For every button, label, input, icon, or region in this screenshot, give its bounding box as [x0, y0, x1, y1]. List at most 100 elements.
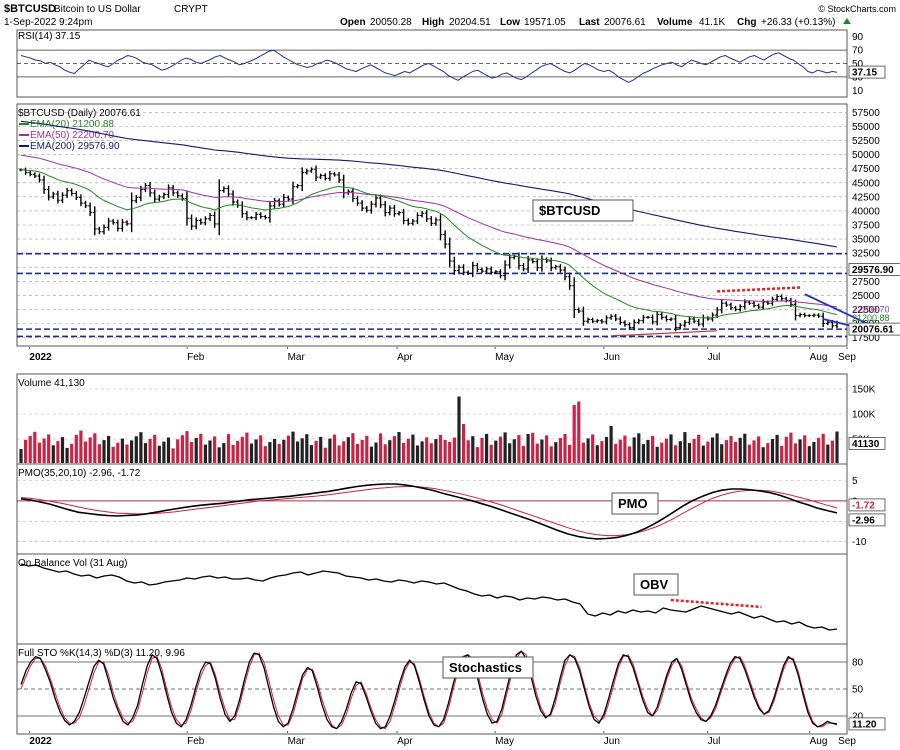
rsi-last-label-box: [848, 65, 886, 79]
rsi-last-label-text: 37.15: [852, 68, 877, 79]
volume-bar: [738, 437, 742, 463]
volume-bar: [664, 438, 668, 463]
price-last-label-box: [848, 322, 900, 336]
ema50-legend: EMA(50) 22200.70: [30, 130, 114, 141]
volume-bar: [480, 438, 484, 463]
volume-bar: [286, 435, 290, 463]
volume-bar: [148, 438, 152, 463]
pmo-annotation-text: PMO: [618, 496, 648, 511]
volume-bar: [56, 441, 60, 463]
volume-bar: [392, 436, 396, 463]
volume-bar: [710, 437, 715, 463]
pmo-title: PMO(35,20,10) -2.96, -1.72: [18, 468, 141, 479]
volume-bar: [388, 440, 392, 463]
volume-bar: [328, 438, 332, 463]
stochastics-d-line: [20, 650, 838, 730]
volume-bar: [309, 445, 313, 463]
volume-bar: [337, 445, 341, 463]
volume-bar: [314, 440, 318, 463]
volume-bar: [475, 447, 479, 463]
price-tick-label: 27500: [852, 277, 880, 288]
volume-bar: [79, 430, 83, 463]
volume-bar: [466, 440, 470, 463]
price-tick-label: 17500: [852, 333, 880, 344]
volume-bar: [568, 444, 572, 463]
bottom-axis-month-label: Jul: [708, 736, 721, 747]
price-tick-label: 37500: [852, 221, 880, 232]
volume-bar: [637, 433, 641, 464]
volume-bar: [789, 432, 793, 463]
volume-bar: [729, 436, 733, 463]
volume-bar: [581, 442, 585, 463]
last-label: Last: [579, 17, 600, 28]
volume-bar: [300, 438, 304, 463]
volume-bar: [74, 434, 78, 464]
volume-bar: [369, 446, 373, 463]
volume-bar: [780, 445, 784, 464]
volume-bar: [558, 438, 562, 463]
volume-bar: [291, 431, 295, 463]
volume-bar: [651, 435, 655, 463]
volume-bar: [231, 444, 235, 463]
x-axis: 2022 Feb Mar Apr May Jun Jul Aug Sep 2022 Feb Mar Ap…: [28, 347, 856, 747]
volume-bar: [734, 441, 738, 463]
volume-bar: [752, 440, 756, 463]
volume-bar: [125, 444, 129, 463]
volume-bar: [355, 443, 360, 463]
volume-bar: [411, 434, 415, 463]
price-title: $BTCUSD (Daily) 20076.61: [18, 108, 141, 119]
volume-bar: [761, 447, 765, 463]
volume-bar: [830, 440, 834, 463]
pmo-tick-label: -10: [852, 537, 867, 548]
volume-bar: [157, 445, 161, 463]
volume-title: Volume 41,130: [18, 378, 85, 389]
volume-bar: [563, 434, 567, 463]
volume-bar: [494, 440, 498, 463]
volume-bar: [549, 446, 553, 463]
volume-bar: [485, 433, 489, 463]
volume-bar: [60, 437, 65, 463]
ema200-line: [20, 120, 838, 248]
volume-bar: [826, 444, 830, 463]
volume-bar: [351, 433, 355, 463]
volume-bar: [249, 443, 254, 463]
symbol: $BTCUSD: [4, 3, 56, 15]
stochastics-tick-label: 80: [852, 658, 864, 669]
volume-bar: [203, 444, 207, 463]
volume-bar: [627, 446, 632, 463]
volume-bar: [669, 434, 673, 463]
volume-bar: [342, 441, 346, 463]
volume-bar: [425, 437, 429, 463]
volume-bar: [438, 435, 443, 463]
ema200-last-label-text: 29576.90: [852, 265, 894, 276]
volume-bar: [134, 436, 138, 463]
volume-bar: [102, 440, 106, 463]
volume-bar: [835, 431, 839, 463]
stochastics-annotation-box: [442, 656, 534, 679]
volume-bar: [770, 439, 775, 463]
chart-header: $BTCUSD Bitcoin to US Dollar CRYPT 1-Sep…: [4, 3, 896, 28]
volume-bar: [503, 432, 507, 463]
watermark: © StockCharts.com: [818, 4, 896, 14]
volume-bar: [531, 432, 535, 463]
volume-bar: [632, 437, 636, 463]
pmo-panel: PMO(35,20,10) -2.96, -1.72 50-5-10PMO-1.…: [16, 463, 886, 555]
ema50-right-label: 22200.70: [852, 305, 890, 315]
volume-last-label-text: 41130: [852, 439, 880, 450]
volume-bar: [586, 438, 590, 463]
volume-bar: [323, 447, 327, 463]
volume-bar: [332, 434, 337, 463]
volume-bar: [812, 442, 816, 463]
stochastics-tick-label: 20: [852, 712, 864, 723]
volume-tick-label: 100K: [852, 410, 876, 421]
volume-bar: [199, 433, 203, 464]
volume-bar: [217, 447, 221, 464]
exchange: CRYPT: [174, 4, 208, 15]
price-axis-month-label: Jul: [708, 352, 721, 363]
pmo-last-label-box: [848, 513, 886, 527]
price-axis-month-label: May: [495, 352, 514, 363]
volume-bar: [70, 443, 74, 463]
volume-bar: [166, 437, 171, 463]
ema20-legend: EMA(20) 21200.88: [30, 119, 114, 130]
volume-bar: [743, 433, 747, 463]
